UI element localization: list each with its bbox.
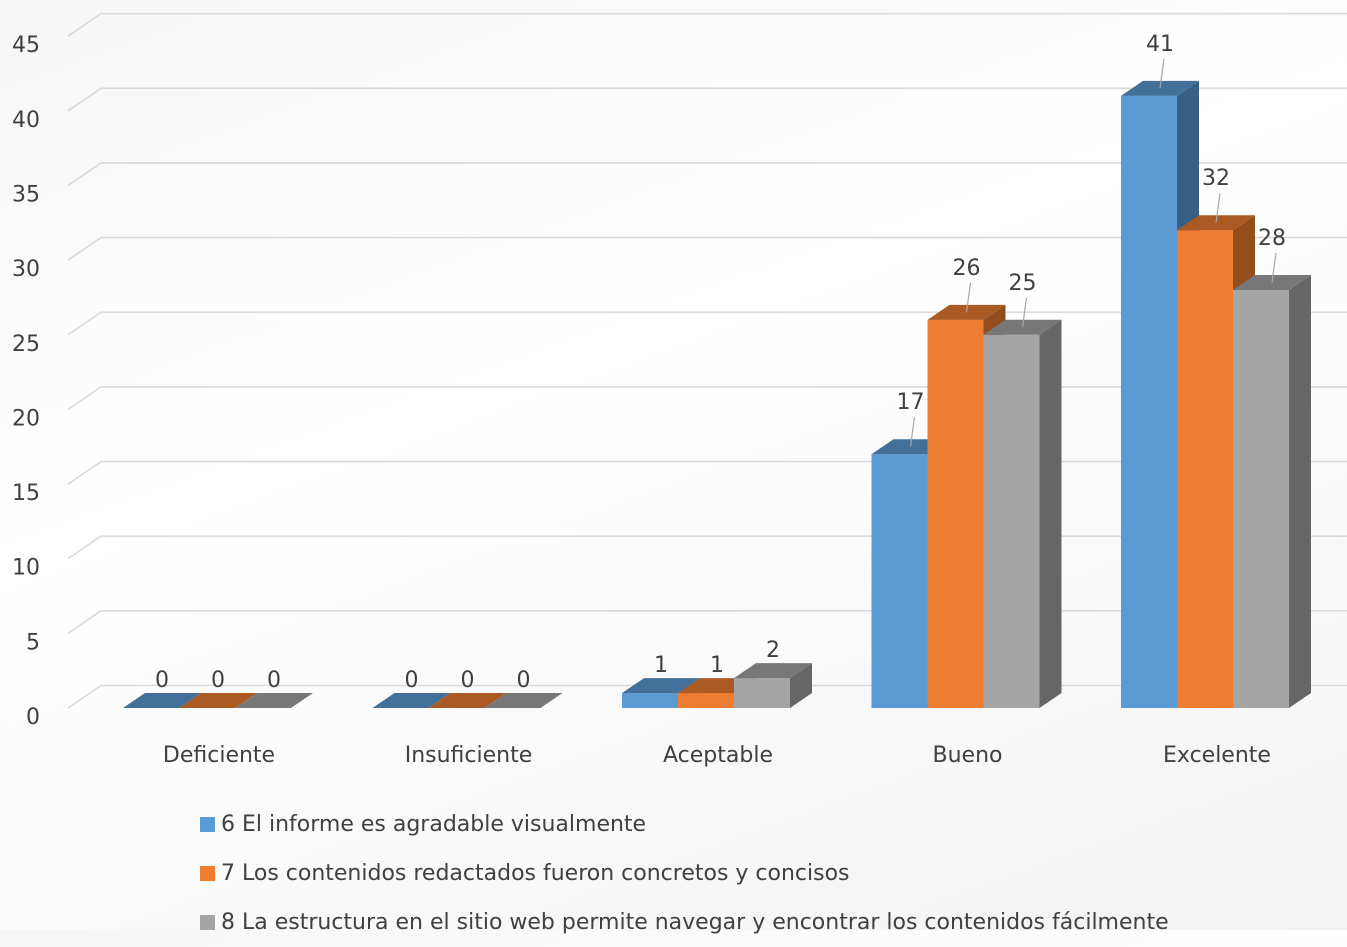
gridline: [67, 311, 1347, 336]
data-label: 0: [267, 668, 281, 693]
bar: [372, 693, 451, 708]
data-label: 1: [654, 653, 668, 678]
data-label: 0: [517, 668, 531, 693]
bar-front: [1121, 95, 1177, 709]
gridline: [67, 87, 1347, 112]
legend-item: 6 El informe es agradable visualmente: [200, 800, 1169, 849]
label-leader: [1021, 297, 1028, 328]
bar-top: [428, 693, 507, 708]
y-tick-label: 0: [26, 705, 40, 730]
x-tick-label: Deficiente: [163, 743, 275, 768]
bar: [179, 693, 257, 708]
data-label: 1: [710, 653, 724, 678]
bars: [123, 80, 1311, 709]
data-label: 0: [155, 668, 169, 693]
bar: [123, 693, 201, 708]
y-tick-label: 35: [12, 182, 40, 207]
bar-front: [1177, 230, 1233, 709]
bar: [983, 319, 1062, 708]
gridline: [67, 12, 1347, 37]
bar-side: [1289, 274, 1311, 708]
y-tick-label: 40: [12, 108, 40, 133]
legend-swatch: [200, 817, 215, 832]
legend-label: 6 El informe es agradable visualmente: [221, 812, 647, 837]
bar-side: [790, 663, 812, 708]
y-tick-label: 45: [12, 33, 40, 58]
y-tick-label: 25: [12, 332, 40, 357]
bar-top: [622, 678, 700, 694]
y-axis-ticks: 0 5 10 15 20 25 30 35 40 45: [12, 33, 40, 730]
y-tick-label: 15: [12, 481, 40, 506]
label-leader: [1215, 193, 1221, 223]
data-label: 28: [1258, 226, 1286, 251]
legend-item: 8 La estructura en el sitio web permite …: [200, 898, 1169, 947]
bar-front: [622, 693, 678, 708]
bar-front: [678, 693, 734, 708]
label-leader: [1159, 58, 1165, 89]
x-tick-label: Insuficiente: [405, 743, 533, 768]
bar-front: [871, 454, 928, 708]
bar: [484, 693, 563, 708]
x-tick-label: Bueno: [933, 743, 1003, 768]
gridline: [67, 162, 1347, 187]
y-tick-label: 10: [12, 556, 40, 581]
data-label: 26: [953, 256, 981, 281]
data-label: 0: [211, 668, 225, 693]
bar-top: [372, 693, 451, 708]
bar-top: [179, 693, 257, 708]
bar: [1233, 274, 1311, 708]
bar-front: [734, 678, 790, 708]
bar-top: [734, 663, 812, 679]
x-tick-label: Excelente: [1163, 743, 1271, 768]
data-labels: 0 0 0 0 0 0 1 1 2 17 26 25 41 32 28: [155, 32, 1286, 693]
bar: [235, 693, 313, 708]
bar: [428, 693, 507, 708]
bar-front: [1233, 289, 1289, 708]
data-label: 25: [1009, 271, 1037, 296]
bar: [734, 663, 812, 708]
bar-front: [927, 319, 984, 708]
y-tick-label: 5: [26, 630, 40, 655]
x-axis-ticks: Deficiente Insuficiente Aceptable Bueno Exce…: [163, 743, 1271, 768]
x-tick-label: Aceptable: [663, 743, 773, 768]
data-label: 2: [766, 638, 780, 663]
data-label: 41: [1146, 32, 1174, 57]
legend-item: 7 Los contenidos redactados fueron concr…: [200, 849, 1169, 898]
legend: 6 El informe es agradable visualmente 7 L…: [200, 800, 1169, 947]
label-leader: [909, 417, 916, 447]
gridlines: [67, 12, 1347, 709]
y-tick-label: 20: [12, 406, 40, 431]
data-label: 0: [461, 668, 475, 693]
data-label: 32: [1202, 166, 1230, 191]
bar-side: [1039, 319, 1062, 708]
legend-swatch: [200, 866, 215, 881]
legend-label: 7 Los contenidos redactados fueron concr…: [221, 861, 850, 886]
y-tick-label: 30: [12, 257, 40, 282]
bar-top: [484, 693, 563, 708]
legend-label: 8 La estructura en el sitio web permite …: [221, 910, 1169, 935]
bar-front: [983, 334, 1040, 708]
gridline: [67, 236, 1347, 261]
legend-swatch: [200, 915, 215, 930]
bar-top: [235, 693, 313, 708]
bar-top: [123, 693, 201, 708]
label-leader: [1271, 252, 1277, 283]
label-leader: [965, 282, 972, 313]
data-label: 0: [405, 668, 419, 693]
data-label: 17: [897, 390, 925, 415]
